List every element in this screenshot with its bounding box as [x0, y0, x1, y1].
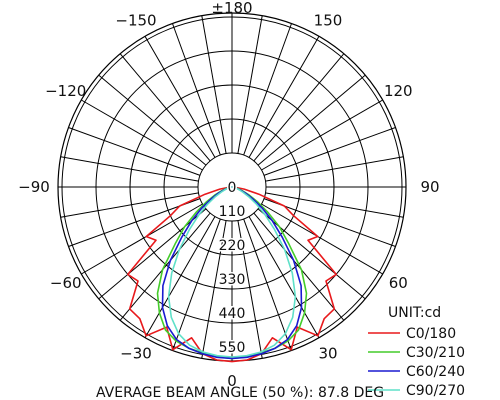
- unit-label: UNIT:cd: [388, 305, 441, 321]
- legend-label-C90-270: C90/270: [406, 383, 465, 399]
- spoke-130: [257, 74, 366, 166]
- angle-label-60: 60: [389, 274, 408, 292]
- spoke-30: [248, 216, 320, 338]
- spoke-160: [243, 23, 292, 156]
- spoke-220: [119, 53, 211, 162]
- angle-label--120: −120: [45, 82, 86, 100]
- angle-label-120: 120: [384, 82, 413, 100]
- spoke-240: [81, 99, 203, 171]
- series-line-C0-180: [127, 186, 337, 363]
- spoke-310: [98, 208, 207, 300]
- spoke-20: [243, 218, 292, 351]
- angle-label-150: 150: [314, 12, 343, 30]
- spoke-210: [144, 36, 216, 158]
- spoke-40: [253, 212, 345, 321]
- spoke-80: [265, 192, 404, 218]
- spoke-250: [68, 127, 201, 176]
- radial-tick-330: 330: [219, 272, 246, 288]
- spoke-60: [261, 203, 383, 275]
- radial-tick-220: 220: [219, 238, 246, 254]
- angle-label--150: −150: [115, 12, 156, 30]
- legend: UNIT:cd C0/180 C30/210 C60/240 C90/270: [368, 305, 465, 399]
- legend-label-C0-180: C0/180: [406, 326, 456, 342]
- spoke-230: [98, 74, 207, 166]
- spoke-320: [119, 212, 211, 321]
- legend-label-C30-210: C30/210: [406, 345, 465, 361]
- spoke-280: [60, 192, 199, 218]
- angle-labels: ±180 −150 150 −120 120 −90 90 −60 60 −30 30 0: [18, 0, 439, 390]
- angle-label--60: −60: [50, 274, 82, 292]
- spoke-190: [201, 15, 227, 154]
- spoke-100: [265, 156, 404, 182]
- spoke-50: [257, 208, 366, 300]
- angle-label-180: ±180: [211, 0, 252, 17]
- spoke-350: [201, 220, 227, 359]
- angle-label--90: −90: [18, 178, 50, 196]
- angle-label-90: 90: [420, 178, 439, 196]
- spoke-200: [172, 23, 221, 156]
- spoke-260: [60, 156, 199, 182]
- spoke-170: [237, 15, 263, 154]
- polar-grid: [57, 12, 407, 362]
- spoke-150: [248, 36, 320, 158]
- spoke-110: [263, 127, 396, 176]
- radial-tick-440: 440: [219, 306, 246, 322]
- radial-tick-labels: 0 110 220 330 440 550: [217, 179, 247, 358]
- spoke-330: [144, 216, 216, 338]
- footer-beam-angle: AVERAGE BEAM ANGLE (50 %): 87.8 DEG: [96, 385, 384, 400]
- legend-label-C60-240: C60/240: [406, 364, 465, 380]
- angle-label-0: 0: [227, 372, 237, 390]
- angle-label-30: 30: [318, 344, 337, 362]
- angle-label--30: −30: [120, 344, 152, 362]
- radial-tick-550: 550: [219, 340, 246, 356]
- series-line-C60-240: [161, 186, 303, 360]
- spoke-300: [81, 203, 203, 275]
- spoke-140: [253, 53, 345, 162]
- spoke-10: [237, 220, 263, 359]
- spoke-340: [172, 218, 221, 351]
- radial-tick-110: 110: [219, 204, 246, 220]
- spoke-120: [261, 99, 383, 171]
- series-line-C90-270: [167, 186, 297, 358]
- radial-tick-0: 0: [228, 180, 237, 196]
- intensity-curves: [127, 186, 337, 363]
